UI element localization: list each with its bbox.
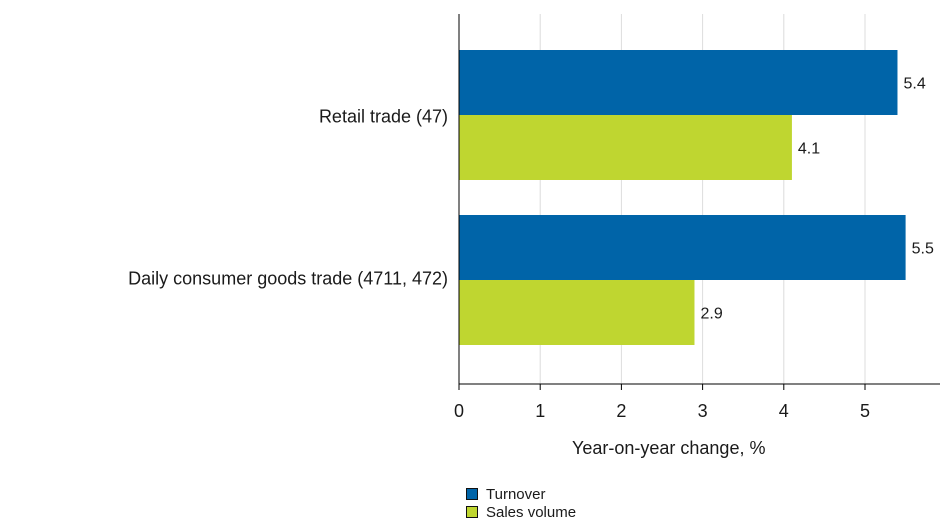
- data-label: 4.1: [798, 141, 820, 158]
- legend-swatch-turnover: [466, 488, 478, 500]
- x-axis-title: Year-on-year change, %: [572, 438, 766, 458]
- bar: [459, 115, 792, 180]
- legend: Turnover Sales volume: [466, 485, 576, 521]
- category-label-retail: Retail trade (47): [318, 106, 448, 127]
- x-tick-label: 0: [454, 401, 464, 421]
- bar: [459, 50, 898, 115]
- legend-label-turnover: Turnover: [486, 485, 546, 503]
- data-label: 5.5: [912, 241, 934, 258]
- x-tick-label: 1: [535, 401, 545, 421]
- x-tick-label: 2: [616, 401, 626, 421]
- legend-item-sales-volume: Sales volume: [466, 503, 576, 521]
- legend-label-sales-volume: Sales volume: [486, 503, 577, 521]
- x-tick-label: 4: [779, 401, 789, 421]
- x-tick-label: 3: [698, 401, 708, 421]
- data-label: 5.4: [903, 76, 925, 93]
- legend-item-turnover: Turnover: [466, 485, 576, 503]
- category-label-daily-consumer: Daily consumer goods trade (4711, 472): [128, 268, 448, 289]
- data-label: 2.9: [700, 306, 722, 323]
- bar: [459, 280, 695, 345]
- x-tick-label: 5: [860, 401, 870, 421]
- bar: [459, 215, 906, 280]
- legend-swatch-sales-volume: [466, 506, 478, 518]
